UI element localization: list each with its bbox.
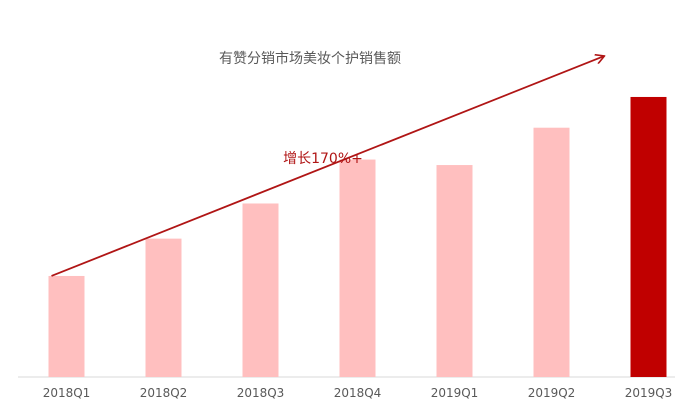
bar-2018q1 (48, 275, 85, 377)
x-tick-label: 2019Q2 (528, 386, 576, 400)
x-tick-label: 2018Q4 (334, 386, 382, 400)
growth-annotation: 增长170%+ (283, 151, 363, 167)
bar-2018q3 (242, 203, 279, 377)
bar-2019q1 (436, 165, 473, 377)
bar-2019q3 (630, 96, 667, 378)
bar-2018q4 (339, 159, 376, 377)
bar-2019q2 (533, 127, 570, 377)
x-tick-label: 2019Q3 (625, 386, 673, 400)
x-tick-label: 2019Q1 (431, 386, 479, 400)
growth-trend-arrow (51, 56, 604, 277)
x-tick-label: 2018Q2 (140, 386, 188, 400)
x-tick-label: 2018Q3 (237, 386, 285, 400)
x-tick-label: 2018Q1 (43, 386, 91, 400)
chart-title: 有赞分销市场美妆个护销售额 (219, 51, 401, 67)
bar-2018q2 (145, 238, 182, 377)
